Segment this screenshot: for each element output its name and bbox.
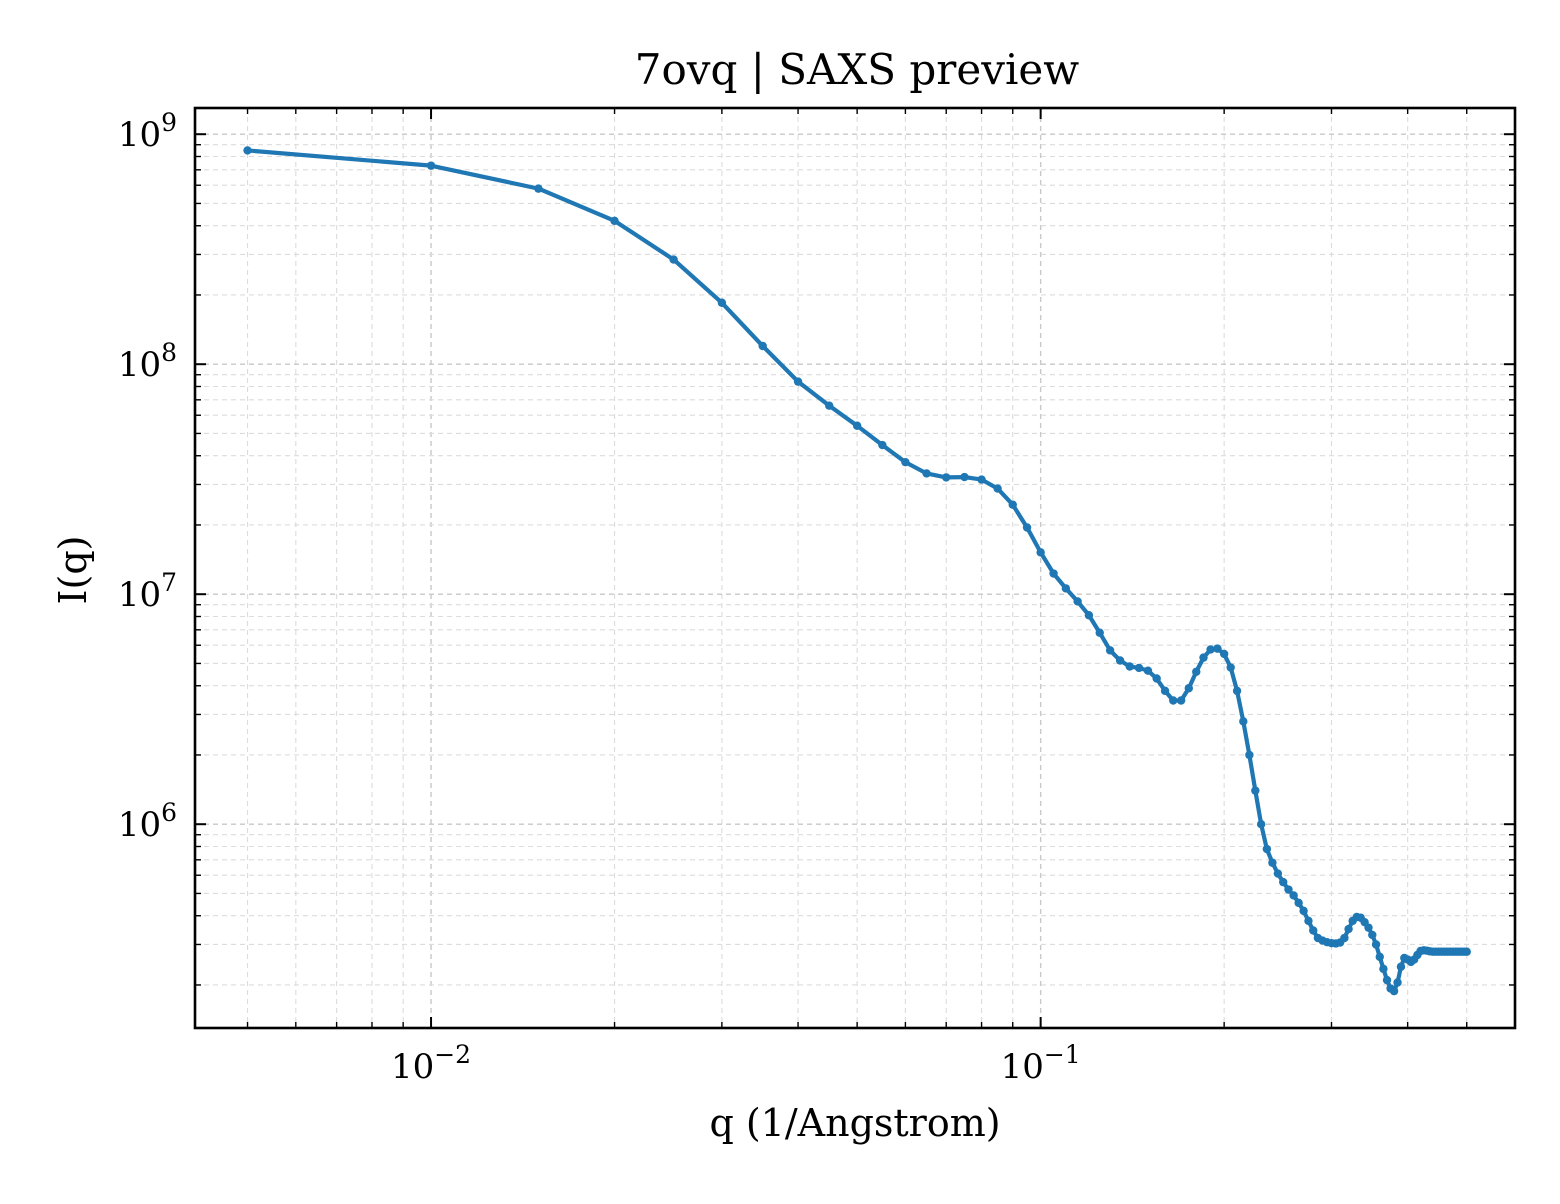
data-point (1232, 686, 1242, 696)
plot-frame (193, 106, 1517, 1030)
data-point (1389, 986, 1399, 996)
y-axis-label: I(q) (51, 536, 95, 605)
data-point (1279, 877, 1288, 887)
data-point (977, 475, 986, 484)
data-point (1143, 666, 1153, 675)
data-point (1226, 663, 1235, 672)
data-point (793, 377, 803, 386)
data-point (1309, 926, 1318, 935)
data-point (1396, 962, 1406, 971)
y-tick-label: 108 (118, 338, 177, 385)
data-point (1176, 696, 1186, 705)
data-point (960, 472, 969, 482)
data-point (1268, 858, 1277, 867)
data-point (1289, 891, 1298, 900)
data-point (1184, 684, 1194, 693)
data-point (1256, 820, 1266, 829)
data-point (1169, 696, 1178, 705)
data-point (1134, 663, 1144, 673)
data-point (1219, 649, 1229, 659)
data-point (1008, 500, 1017, 509)
y-tick-label: 107 (118, 568, 177, 615)
x-tick-label: 10−2 (391, 1040, 471, 1087)
data-point (1160, 686, 1170, 696)
y-tick-label: 106 (118, 798, 177, 845)
data-point (1095, 628, 1104, 637)
data-point (1073, 597, 1082, 606)
data-point (1462, 947, 1471, 956)
data-point (1036, 548, 1045, 557)
data-point (1344, 924, 1353, 934)
data-point (1105, 646, 1115, 655)
data-point (1199, 653, 1208, 662)
data-point (717, 298, 727, 307)
data-point (610, 216, 619, 226)
data-point (1152, 674, 1161, 683)
data-point (1284, 885, 1293, 894)
data-point (1368, 930, 1377, 940)
data-point (1022, 523, 1032, 532)
data-point (901, 457, 910, 467)
data-point (1382, 975, 1392, 985)
data-point (922, 469, 931, 478)
y-tick-label: 109 (118, 108, 177, 155)
data-point (825, 401, 834, 410)
data-point (534, 184, 543, 193)
data-point (426, 161, 436, 170)
data-point (1273, 869, 1283, 878)
chart-title: 7ovq | SAXS preview (635, 45, 1079, 94)
x-tick-label: 10−1 (1001, 1040, 1081, 1087)
data-point (758, 341, 767, 351)
axis-labels: 10−2 10−1 106 107 108 109 (118, 108, 1081, 1087)
data-point (243, 146, 252, 155)
data-point (1393, 978, 1402, 987)
data-point (993, 484, 1002, 493)
data-point (1364, 923, 1373, 932)
data-point (1304, 916, 1313, 926)
data-point (1375, 952, 1384, 962)
data-point (1049, 569, 1058, 578)
x-axis-label: q (1/Angstrom) (709, 1101, 1000, 1145)
data-point (669, 255, 678, 264)
data-point (1251, 786, 1260, 795)
data-point (1213, 644, 1222, 653)
data-point (1061, 584, 1071, 593)
data-point (1299, 906, 1308, 916)
data-point (1379, 964, 1388, 974)
data-point (1371, 940, 1381, 949)
data-point (1294, 898, 1303, 908)
data-point (1125, 662, 1134, 671)
data-point (942, 473, 951, 482)
data-point (1239, 717, 1248, 726)
data-point (852, 421, 862, 430)
data-point (1206, 645, 1215, 654)
data-point (1262, 844, 1272, 854)
data-point (878, 440, 887, 450)
data-series (243, 146, 1471, 996)
data-point (1340, 933, 1349, 943)
data-point (1245, 750, 1254, 760)
data-point (1115, 656, 1125, 665)
data-point (1192, 667, 1201, 676)
data-point (1084, 611, 1094, 620)
